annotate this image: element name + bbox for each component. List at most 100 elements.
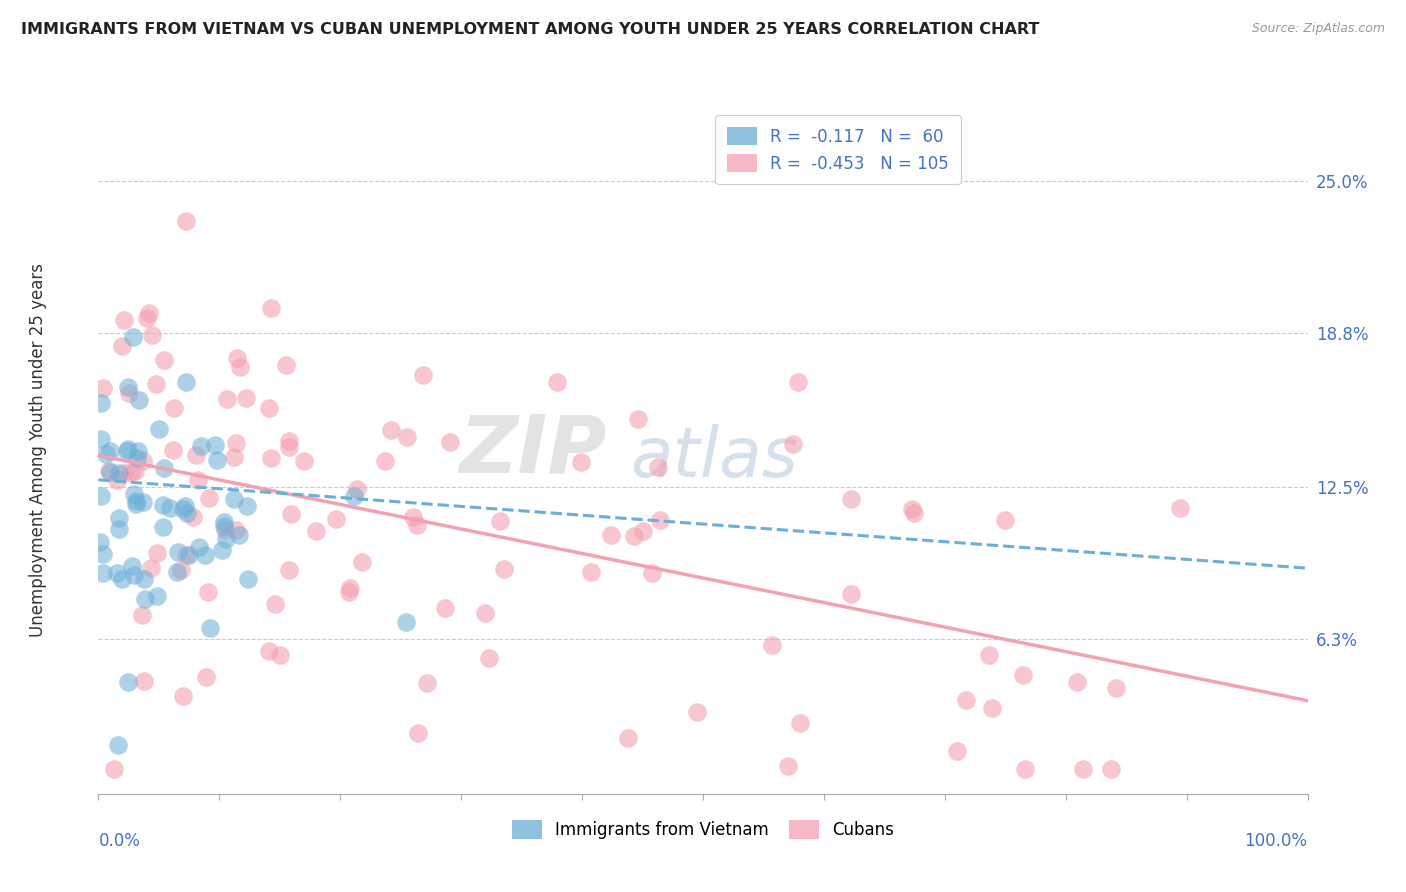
Point (339, 581, 361, 595)
Point (569, 455, 592, 469)
Point (125, 497, 148, 511)
Point (276, 358, 298, 372)
Point (433, 601, 456, 615)
Point (181, 510, 204, 524)
Point (1066, 675, 1088, 690)
Point (406, 517, 429, 532)
Point (1105, 681, 1128, 696)
Point (187, 540, 209, 554)
Point (90, 432, 112, 446)
Point (627, 411, 650, 425)
Point (94, 447, 117, 461)
Point (236, 499, 259, 513)
Point (980, 701, 1002, 715)
Legend: Immigrants from Vietnam, Cubans: Immigrants from Vietnam, Cubans (503, 812, 903, 847)
Point (162, 443, 184, 458)
Point (186, 448, 208, 462)
Point (197, 584, 219, 599)
Point (159, 501, 181, 516)
Point (172, 502, 194, 516)
Point (122, 329, 145, 343)
Point (581, 565, 603, 579)
Point (128, 393, 150, 408)
Point (228, 528, 250, 542)
Point (278, 441, 301, 455)
Point (172, 689, 194, 703)
Point (546, 376, 568, 390)
Point (187, 473, 209, 487)
Point (215, 532, 238, 546)
Point (124, 487, 146, 501)
Point (946, 744, 969, 758)
Point (197, 491, 219, 505)
Point (292, 454, 315, 468)
Point (152, 352, 174, 367)
Point (631, 524, 654, 538)
Point (776, 759, 799, 773)
Point (134, 592, 156, 607)
Point (141, 328, 163, 343)
Point (599, 528, 621, 542)
Point (214, 523, 236, 537)
Point (89, 534, 111, 549)
Point (406, 726, 429, 740)
Point (132, 572, 155, 586)
Text: IMMIGRANTS FROM VIETNAM VS CUBAN UNEMPLOYMENT AMONG YOUTH UNDER 25 YEARS CORRELA: IMMIGRANTS FROM VIETNAM VS CUBAN UNEMPLO… (21, 22, 1039, 37)
Text: 100.0%: 100.0% (1244, 831, 1308, 850)
Point (111, 339, 134, 353)
Point (136, 310, 159, 325)
Point (374, 453, 396, 467)
Point (90, 489, 112, 503)
Point (108, 522, 131, 536)
Point (163, 401, 186, 416)
Point (1099, 762, 1122, 776)
Point (121, 558, 143, 573)
Point (789, 716, 811, 731)
Point (477, 650, 499, 665)
Point (177, 549, 200, 563)
Point (98, 465, 121, 479)
Point (488, 514, 510, 528)
Point (174, 548, 197, 562)
Point (117, 675, 139, 690)
Point (1012, 667, 1035, 681)
Point (229, 360, 252, 375)
Point (211, 543, 233, 558)
Point (127, 444, 149, 458)
Point (648, 513, 671, 527)
Point (955, 692, 977, 706)
Point (152, 461, 174, 475)
Point (402, 510, 425, 524)
Point (257, 643, 280, 657)
Point (122, 568, 145, 582)
Point (194, 549, 217, 563)
Point (212, 515, 235, 529)
Point (1014, 762, 1036, 776)
Point (474, 607, 496, 621)
Point (352, 556, 374, 570)
Point (412, 368, 434, 383)
Point (380, 423, 402, 437)
Point (114, 467, 136, 481)
Point (174, 375, 197, 389)
Point (91, 381, 114, 395)
Point (269, 648, 291, 662)
Point (91, 566, 114, 580)
Point (257, 401, 280, 415)
Point (176, 214, 198, 228)
Point (782, 437, 804, 451)
Point (103, 762, 125, 776)
Point (761, 638, 783, 652)
Point (146, 589, 169, 603)
Point (139, 561, 162, 575)
Point (686, 705, 709, 719)
Point (994, 513, 1017, 527)
Point (107, 738, 129, 752)
Point (166, 545, 188, 559)
Point (278, 434, 301, 448)
Point (195, 670, 218, 684)
Point (346, 483, 368, 497)
Point (98, 443, 121, 458)
Point (118, 386, 141, 401)
Point (108, 466, 131, 480)
